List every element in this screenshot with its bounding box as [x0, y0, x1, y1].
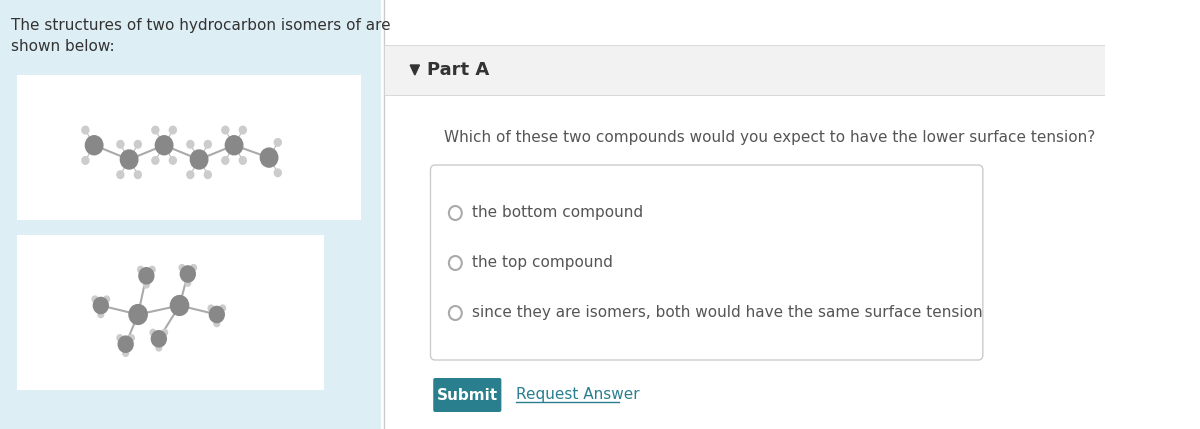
Circle shape — [151, 331, 167, 347]
Circle shape — [191, 150, 208, 169]
Circle shape — [180, 266, 196, 282]
Circle shape — [156, 344, 162, 351]
Circle shape — [152, 157, 158, 164]
Circle shape — [119, 336, 133, 352]
Circle shape — [162, 329, 168, 335]
Circle shape — [275, 139, 281, 146]
Circle shape — [82, 157, 89, 164]
Circle shape — [169, 157, 176, 164]
Circle shape — [98, 311, 103, 317]
Text: since they are isomers, both would have the same surface tension: since they are isomers, both would have … — [472, 305, 983, 320]
Circle shape — [275, 169, 281, 177]
Circle shape — [209, 306, 224, 323]
Circle shape — [128, 305, 148, 324]
Circle shape — [128, 335, 134, 341]
FancyBboxPatch shape — [17, 235, 324, 390]
Text: The structures of two hydrocarbon isomers of are
shown below:: The structures of two hydrocarbon isomer… — [11, 18, 391, 54]
Circle shape — [94, 297, 108, 314]
FancyBboxPatch shape — [384, 45, 1105, 95]
Circle shape — [222, 157, 229, 164]
Circle shape — [139, 268, 154, 284]
Circle shape — [134, 171, 142, 178]
Circle shape — [239, 157, 246, 164]
Circle shape — [152, 126, 158, 134]
Circle shape — [208, 305, 214, 311]
Circle shape — [214, 320, 220, 326]
Circle shape — [103, 296, 109, 302]
Circle shape — [179, 265, 185, 271]
Text: Submit: Submit — [437, 387, 498, 402]
Circle shape — [116, 141, 124, 148]
Circle shape — [185, 280, 191, 286]
Circle shape — [226, 136, 242, 155]
Circle shape — [222, 126, 229, 134]
Polygon shape — [410, 65, 420, 75]
FancyBboxPatch shape — [433, 378, 502, 412]
Circle shape — [204, 141, 211, 148]
Circle shape — [260, 148, 277, 167]
Circle shape — [138, 266, 144, 273]
Circle shape — [149, 266, 155, 273]
Circle shape — [116, 335, 122, 341]
FancyBboxPatch shape — [431, 165, 983, 360]
Circle shape — [134, 141, 142, 148]
Circle shape — [120, 150, 138, 169]
Text: the top compound: the top compound — [472, 256, 613, 271]
Circle shape — [85, 136, 103, 155]
Text: Part A: Part A — [427, 61, 490, 79]
Circle shape — [155, 136, 173, 155]
FancyBboxPatch shape — [0, 0, 382, 429]
Circle shape — [170, 296, 188, 315]
Circle shape — [82, 126, 89, 134]
Circle shape — [144, 282, 149, 288]
Text: Request Answer: Request Answer — [516, 387, 640, 402]
Circle shape — [116, 171, 124, 178]
Circle shape — [169, 126, 176, 134]
Text: Which of these two compounds would you expect to have the lower surface tension?: Which of these two compounds would you e… — [444, 130, 1096, 145]
Circle shape — [220, 305, 226, 311]
Circle shape — [122, 350, 128, 356]
FancyBboxPatch shape — [17, 75, 361, 220]
Circle shape — [187, 141, 194, 148]
Circle shape — [239, 126, 246, 134]
Circle shape — [150, 329, 156, 335]
Circle shape — [187, 171, 194, 178]
Text: the bottom compound: the bottom compound — [472, 205, 643, 221]
Circle shape — [92, 296, 98, 302]
Circle shape — [204, 171, 211, 178]
Circle shape — [191, 265, 197, 271]
